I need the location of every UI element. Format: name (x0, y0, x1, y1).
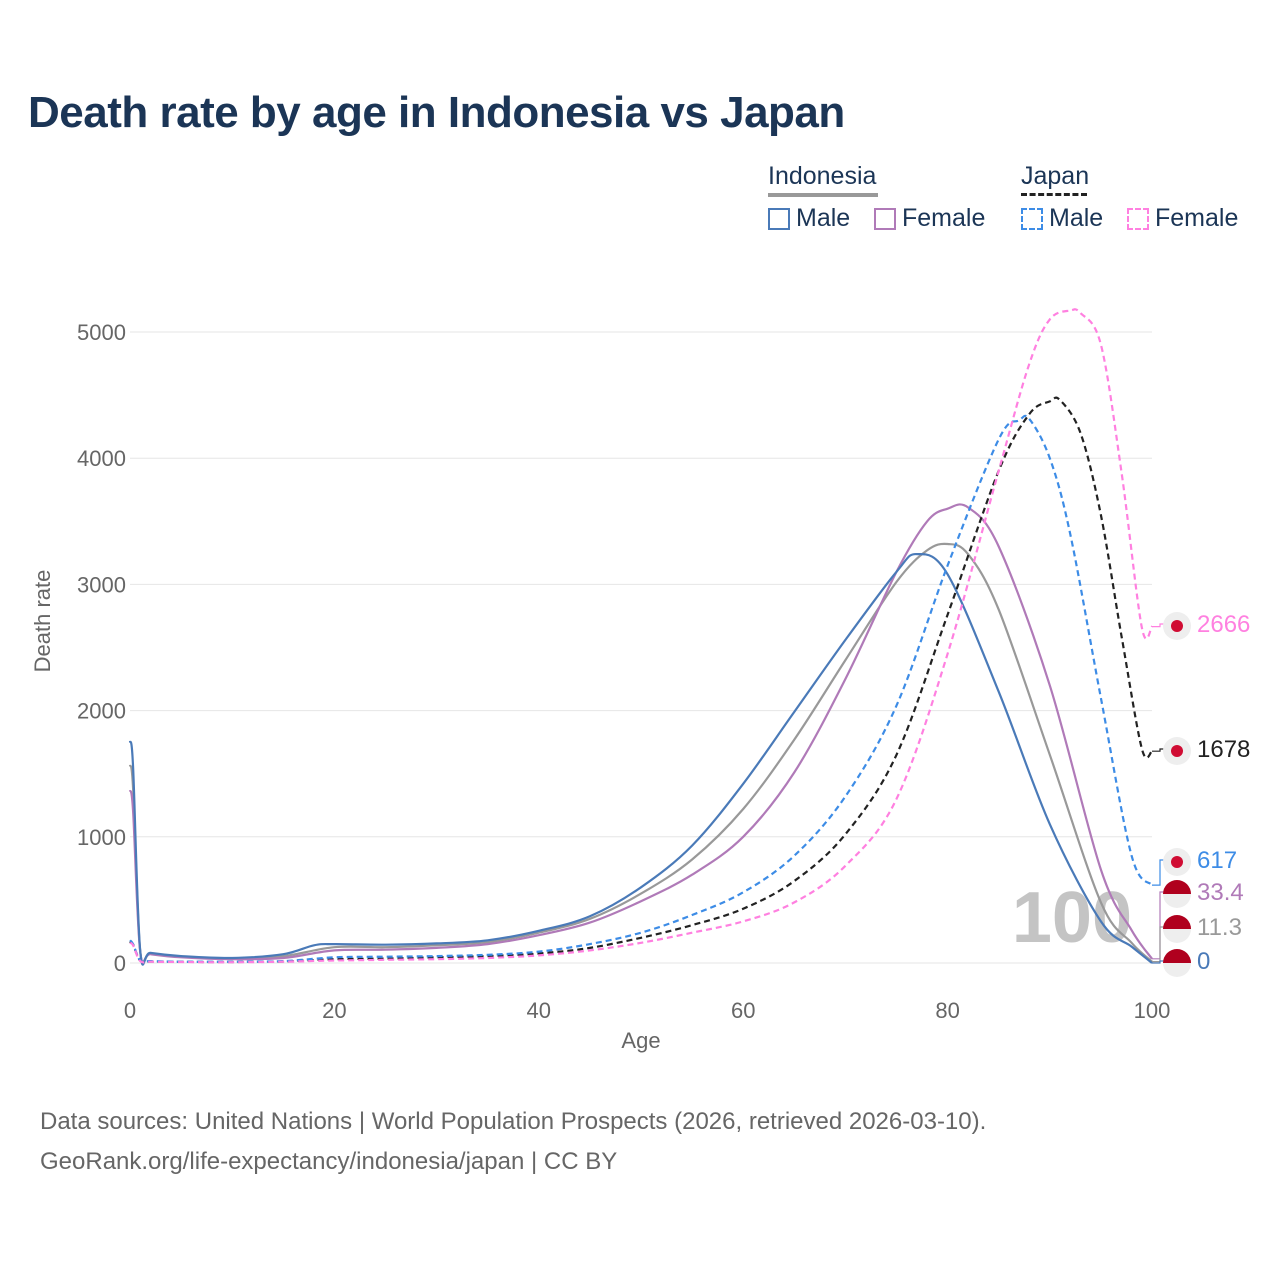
legend-swatch-japan-male (1021, 207, 1043, 230)
x-tick-label: 40 (527, 998, 551, 1023)
end-connector (1152, 623, 1164, 628)
legend-group-line-indonesia (768, 193, 878, 197)
y-tick-label: 5000 (77, 320, 126, 345)
indonesia-flag-icon (1163, 949, 1191, 977)
legend-label-japan-female: Female (1155, 204, 1239, 232)
series-line-japan-total (129, 396, 1154, 964)
end-label-layer: 2666 1678 617 33.4 11.3 0 (1152, 611, 1250, 977)
x-tick-label: 0 (124, 998, 136, 1023)
series-line-japan-male (129, 414, 1153, 963)
footer-source: Data sources: United Nations | World Pop… (40, 1108, 987, 1135)
legend-label-indonesia-female: Female (902, 204, 986, 232)
y-tick-label: 0 (114, 951, 126, 976)
legend-group-japan: Japan Male Female (1021, 162, 1261, 242)
x-axis-label: Age (621, 1028, 660, 1053)
flag-red-half (1163, 880, 1191, 894)
flag-background (1163, 915, 1191, 943)
x-tick-label: 100 (1134, 998, 1171, 1023)
y-tick-label: 2000 (77, 699, 126, 724)
legend-group-title-indonesia: Indonesia (768, 162, 877, 190)
y-axis-label: Death rate (30, 570, 55, 673)
x-tick-label: 80 (935, 998, 959, 1023)
legend-item-japan-female[interactable]: Female (1127, 204, 1238, 233)
flag-sun (1171, 620, 1183, 632)
series-line-indonesia-male (128, 552, 1153, 966)
flag-background (1163, 737, 1191, 765)
end-value-label: 2666 (1197, 611, 1250, 638)
end-value-label: 33.4 (1197, 879, 1244, 906)
legend-group-indonesia: Indonesia Male Female (768, 162, 1008, 242)
year-watermark: 100 (1012, 878, 1132, 958)
legend-group-line-japan (1021, 193, 1087, 196)
series-line-japan-female (129, 308, 1154, 964)
japan-flag-icon (1163, 848, 1191, 876)
legend-group-title-japan: Japan (1021, 162, 1090, 190)
end-connector (1152, 891, 1164, 960)
flag-sun (1171, 745, 1183, 757)
flag-red-half (1163, 915, 1191, 929)
legend-item-indonesia-male[interactable]: Male (768, 204, 850, 233)
axis-layer: 0 1000 2000 3000 4000 5000 0 20 40 60 80 100 Age Deat… (30, 320, 1170, 1053)
series-line-indonesia-female (128, 503, 1153, 964)
flag-background (1163, 880, 1191, 908)
japan-flag-icon (1163, 737, 1191, 765)
y-tick-label: 4000 (77, 446, 126, 471)
series-layer (128, 308, 1154, 966)
flag-background (1163, 612, 1191, 640)
legend-swatch-indonesia-male (768, 207, 790, 230)
end-value-label: 617 (1197, 847, 1237, 874)
end-connector (1152, 748, 1164, 752)
legend-item-japan-male[interactable]: Male (1021, 204, 1103, 233)
end-value-label: 1678 (1197, 736, 1250, 763)
legend-swatch-indonesia-female (874, 207, 896, 230)
x-tick-label: 20 (322, 998, 346, 1023)
legend-item-indonesia-female[interactable]: Female (874, 204, 985, 233)
indonesia-flag-icon (1163, 915, 1191, 943)
end-value-label: 11.3 (1197, 914, 1242, 941)
end-connector (1152, 960, 1164, 964)
y-tick-label: 1000 (77, 825, 126, 850)
grid-layer (130, 331, 1152, 964)
end-connector (1152, 926, 1164, 963)
end-connector (1152, 859, 1164, 886)
flag-background (1163, 949, 1191, 977)
end-value-label: 0 (1197, 948, 1210, 975)
x-tick-label: 60 (731, 998, 755, 1023)
footer-link[interactable]: GeoRank.org/life-expectancy/indonesia/ja… (40, 1148, 618, 1175)
flag-red-half (1163, 949, 1191, 963)
legend-swatch-japan-female (1127, 207, 1149, 230)
legend-label-indonesia-male: Male (796, 204, 851, 232)
japan-flag-icon (1163, 612, 1191, 640)
flag-sun (1171, 856, 1183, 868)
legend-label-japan-male: Male (1049, 204, 1104, 232)
flag-background (1163, 848, 1191, 876)
chart-title: Death rate by age in Indonesia vs Japan (28, 88, 845, 137)
indonesia-flag-icon (1163, 880, 1191, 908)
y-tick-label: 3000 (77, 572, 126, 597)
series-line-indonesia-total (128, 542, 1153, 965)
